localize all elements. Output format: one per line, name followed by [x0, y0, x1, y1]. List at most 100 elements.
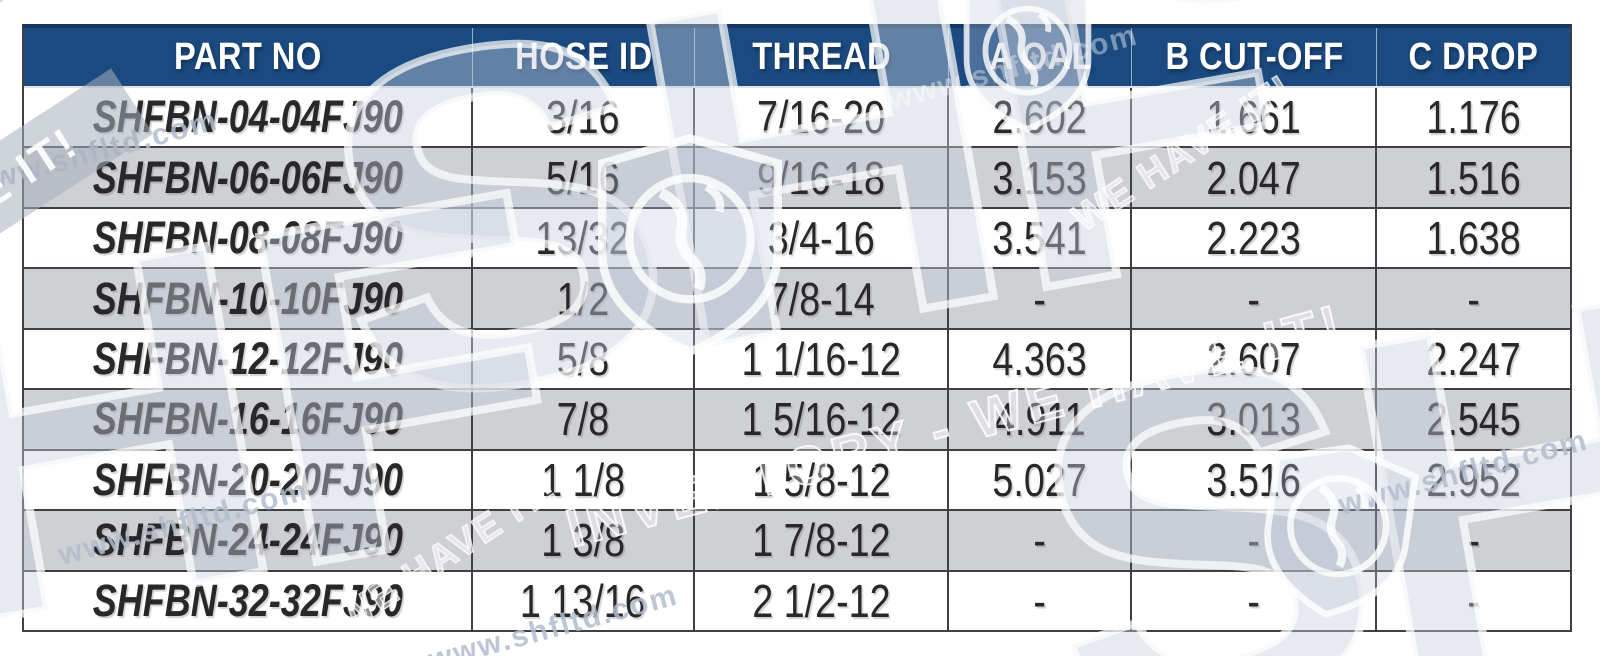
cell-thread: 1 7/8-12 — [695, 511, 950, 570]
parts-table: PART NO HOSE ID THREAD A OAL B CUT-OFF C… — [22, 24, 1572, 632]
cell-value: 3/4-16 — [767, 212, 875, 265]
column-header-label: A OAL — [989, 35, 1092, 78]
cell-value: 1.638 — [1426, 212, 1521, 265]
column-header-label: C DROP — [1408, 35, 1539, 78]
cell-thread: 1 5/16-12 — [695, 390, 950, 449]
cell-thread: 1 5/8-12 — [695, 450, 950, 510]
part-number: SHFBN-16-16FJ90 — [92, 393, 403, 445]
cell-part-no: SHFBN-20-20FJ90 — [24, 450, 474, 510]
cell-value: 1 3/8 — [541, 514, 625, 567]
cell-a-oal: 3.541 — [949, 208, 1133, 268]
cell-b-cutoff: 2.223 — [1132, 208, 1377, 268]
table-row: SHFBN-04-04FJ90 3/16 7/16-20 2.602 1.661… — [24, 88, 1570, 147]
cell-value: 7/8-14 — [767, 272, 875, 325]
watermark-inventory-label: INVENTORY — [0, 0, 187, 4]
cell-part-no: SHFBN-32-32FJ90 — [24, 571, 474, 630]
cell-c-drop: 1.176 — [1377, 88, 1570, 146]
cell-value: - — [1247, 514, 1260, 567]
cell-c-drop: 2.247 — [1377, 330, 1570, 388]
cell-a-oal: - — [949, 269, 1133, 328]
cell-part-no: SHFBN-06-06FJ90 — [24, 148, 474, 207]
cell-b-cutoff: 3.516 — [1132, 450, 1377, 510]
table-row: SHFBN-32-32FJ90 1 13/16 2 1/2-12 - - - — [24, 569, 1570, 630]
column-header-b-cutoff: B CUT-OFF — [1132, 28, 1377, 86]
part-number: SHFBN-06-06FJ90 — [92, 151, 403, 203]
cell-hose-id: 1 1/8 — [473, 450, 695, 510]
cell-c-drop: 1.516 — [1377, 148, 1570, 206]
cell-value: 1.176 — [1426, 91, 1521, 144]
cell-c-drop: 2.545 — [1377, 390, 1570, 448]
cell-value: 1 5/8-12 — [751, 453, 891, 506]
cell-value: 3.541 — [992, 212, 1088, 265]
cell-a-oal: - — [949, 511, 1133, 570]
cell-part-no: SHFBN-04-04FJ90 — [24, 88, 474, 147]
cell-value: 7/8 — [556, 393, 610, 446]
table-header-row: PART NO HOSE ID THREAD A OAL B CUT-OFF C… — [24, 28, 1570, 88]
cell-b-cutoff: 2.047 — [1132, 148, 1377, 207]
cell-a-oal: 4.911 — [949, 390, 1133, 449]
cell-value: 1.516 — [1426, 151, 1521, 204]
table-row: SHFBN-06-06FJ90 5/16 9/16-18 3.153 2.047… — [24, 146, 1570, 207]
cell-hose-id: 5/16 — [473, 148, 695, 207]
cell-hose-id: 1/2 — [473, 269, 695, 328]
cell-b-cutoff: 3.013 — [1132, 390, 1377, 449]
part-number: SHFBN-12-12FJ90 — [92, 332, 403, 384]
table-row: SHFBN-16-16FJ90 7/8 1 5/16-12 4.911 3.01… — [24, 388, 1570, 449]
part-number: SHFBN-20-20FJ90 — [92, 453, 403, 505]
cell-a-oal: - — [949, 571, 1133, 630]
cell-b-cutoff: 1.661 — [1132, 88, 1377, 147]
cell-value: 1 5/16-12 — [741, 393, 901, 446]
table-row: SHFBN-08-08FJ90 13/32 3/4-16 3.541 2.223… — [24, 206, 1570, 268]
cell-c-drop: - — [1377, 269, 1570, 327]
table-row: SHFBN-12-12FJ90 5/8 1 1/16-12 4.363 2.60… — [24, 327, 1570, 389]
cell-thread: 9/16-18 — [695, 148, 950, 207]
cell-value: - — [1033, 514, 1047, 567]
cell-thread: 2 1/2-12 — [695, 571, 950, 630]
cell-value: 4.911 — [994, 393, 1086, 446]
cell-value: - — [1247, 272, 1260, 325]
cell-a-oal: 5.027 — [949, 450, 1133, 510]
cell-thread: 7/16-20 — [695, 88, 950, 147]
cell-c-drop: - — [1377, 511, 1570, 569]
cell-value: - — [1033, 272, 1047, 325]
cell-a-oal: 4.363 — [949, 329, 1133, 389]
cell-value: 1 1/16-12 — [741, 332, 901, 385]
cell-value: 2.223 — [1206, 212, 1301, 265]
cell-value: - — [1033, 574, 1047, 627]
column-header-c-drop: C DROP — [1377, 28, 1570, 86]
cell-hose-id: 1 3/8 — [473, 511, 695, 570]
cell-value: 3.153 — [992, 151, 1088, 204]
cell-value: 1/2 — [556, 272, 610, 325]
cell-a-oal: 3.153 — [949, 148, 1133, 207]
cell-value: 9/16-18 — [757, 151, 886, 204]
cell-hose-id: 1 13/16 — [473, 571, 695, 630]
cell-c-drop: - — [1377, 572, 1570, 630]
cell-value: 2 1/2-12 — [751, 574, 891, 627]
column-header-part-no: PART NO — [24, 28, 474, 86]
cell-thread: 7/8-14 — [695, 269, 950, 328]
part-number: SHFBN-10-10FJ90 — [92, 272, 403, 324]
part-number: SHFBN-04-04FJ90 — [92, 91, 403, 143]
cell-b-cutoff: 2.607 — [1132, 329, 1377, 389]
cell-b-cutoff: - — [1132, 269, 1377, 328]
part-number: SHFBN-32-32FJ90 — [92, 574, 403, 626]
column-header-a-oal: A OAL — [949, 28, 1133, 86]
cell-value: - — [1467, 574, 1480, 627]
cell-b-cutoff: - — [1132, 571, 1377, 630]
cell-value: 1 1/8 — [541, 453, 625, 506]
cell-value: 2.602 — [992, 91, 1088, 144]
cell-value: 2.607 — [1206, 332, 1301, 385]
cell-part-no: SHFBN-08-08FJ90 — [24, 208, 474, 268]
cell-value: 2.047 — [1206, 151, 1301, 204]
cell-part-no: SHFBN-24-24FJ90 — [24, 511, 474, 570]
cell-value: 1.661 — [1206, 91, 1301, 144]
cell-value: 5/16 — [546, 151, 620, 204]
cell-value: 1 13/16 — [520, 574, 646, 627]
cell-value: 2.247 — [1426, 332, 1521, 385]
cell-a-oal: 2.602 — [949, 88, 1133, 147]
cell-part-no: SHFBN-16-16FJ90 — [24, 390, 474, 449]
cell-value: 3.013 — [1206, 393, 1301, 446]
cell-value: - — [1247, 574, 1260, 627]
cell-value: 2.545 — [1426, 393, 1521, 446]
